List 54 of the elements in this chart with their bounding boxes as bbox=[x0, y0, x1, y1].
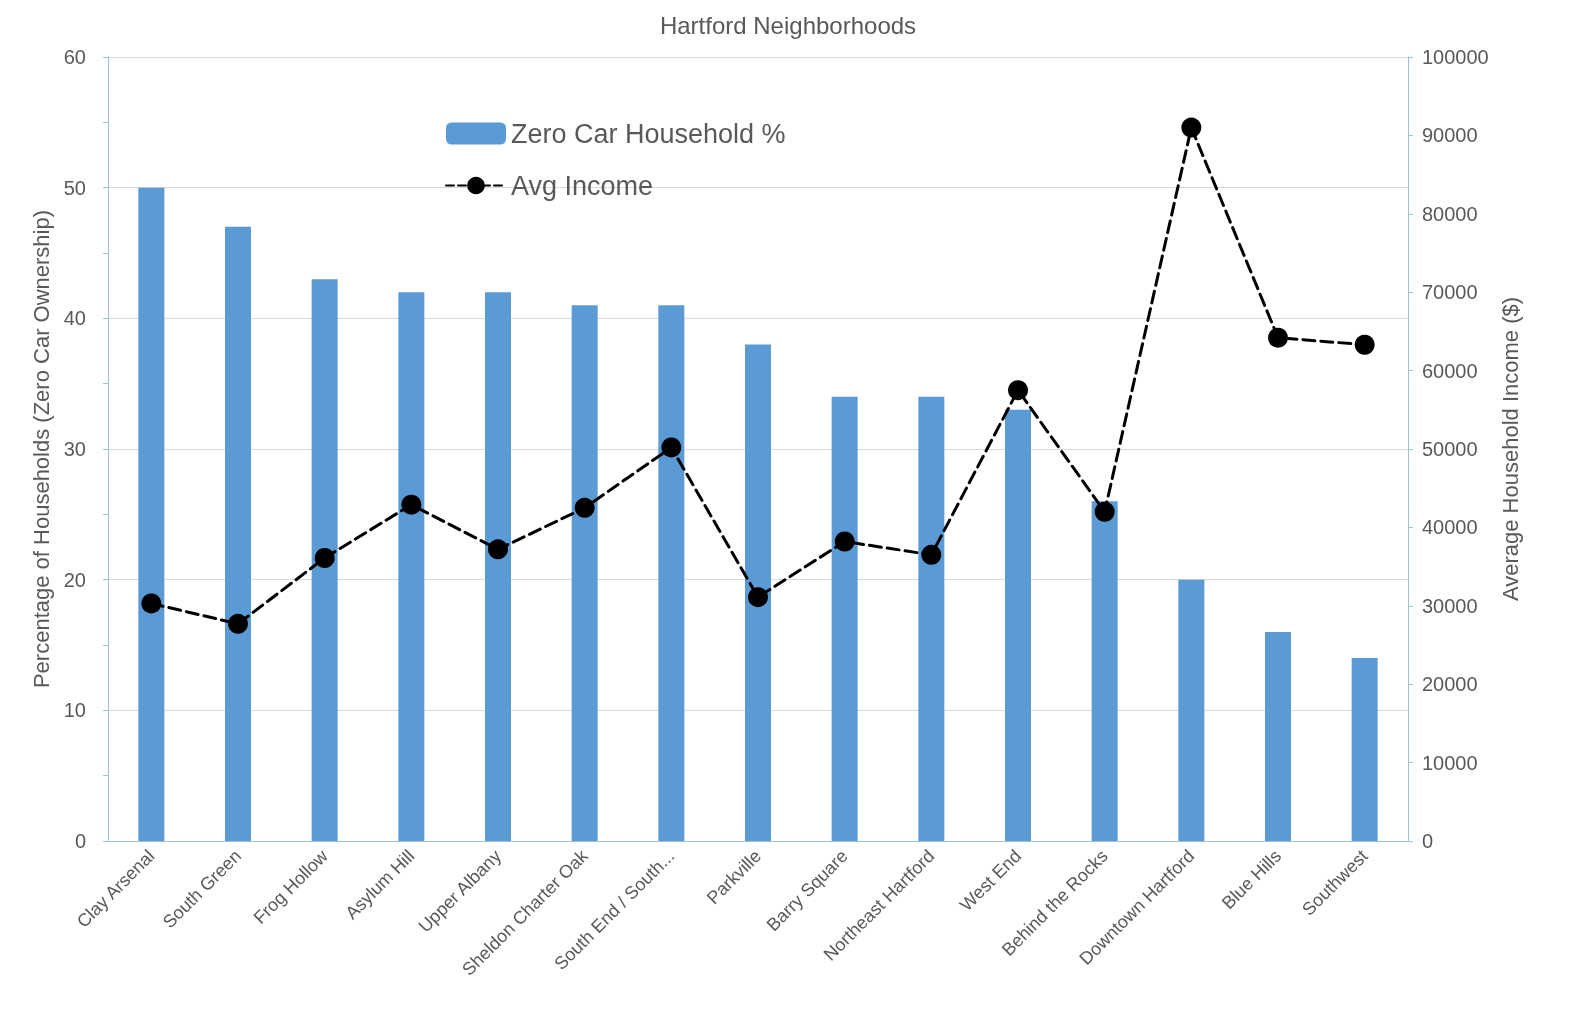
bar bbox=[1351, 658, 1378, 841]
y-tick-label: 30 bbox=[63, 438, 86, 460]
bar bbox=[398, 292, 425, 841]
y-tick-label: 50 bbox=[63, 176, 86, 199]
point bbox=[141, 593, 162, 614]
bar bbox=[831, 396, 858, 841]
bar bbox=[1265, 631, 1291, 841]
point bbox=[1008, 380, 1028, 401]
point bbox=[1181, 117, 1202, 138]
bar bbox=[485, 292, 511, 841]
y2-tick-label: 90000 bbox=[1422, 124, 1478, 147]
y2-tick-label: 70000 bbox=[1422, 281, 1478, 304]
bar bbox=[138, 187, 165, 841]
point bbox=[1094, 501, 1115, 522]
point bbox=[488, 539, 508, 560]
y2-tick-label: 20000 bbox=[1422, 673, 1478, 696]
point bbox=[661, 437, 682, 458]
y-tick-label: 60 bbox=[63, 46, 86, 68]
bar bbox=[1091, 501, 1118, 841]
chart-title: Hartford Neighborhoods bbox=[659, 11, 917, 39]
y2-tick-label: 80000 bbox=[1422, 202, 1478, 225]
y-tick-label: 10 bbox=[63, 699, 86, 722]
bar bbox=[311, 279, 338, 841]
y-tick-label: 20 bbox=[63, 568, 86, 591]
point bbox=[834, 531, 855, 552]
y-tick-label: 40 bbox=[63, 307, 86, 330]
y2-tick-label: 40000 bbox=[1422, 516, 1478, 539]
point bbox=[1268, 327, 1288, 348]
point bbox=[921, 544, 942, 565]
y2-axis-title: Average Household Income ($) bbox=[1498, 296, 1524, 602]
x-tick-label: Blue Hills bbox=[1217, 845, 1286, 914]
point bbox=[748, 587, 768, 608]
y2-tick-label: 0 bbox=[1422, 830, 1434, 852]
y-tick-label: 0 bbox=[74, 830, 86, 852]
legend-label: Avg Income bbox=[511, 170, 654, 201]
point bbox=[228, 613, 248, 634]
bar bbox=[225, 226, 251, 841]
point bbox=[401, 494, 422, 515]
point bbox=[314, 547, 335, 568]
y2-tick-label: 60000 bbox=[1422, 359, 1478, 382]
bar bbox=[918, 396, 945, 841]
legend-label: Zero Car Household % bbox=[511, 118, 786, 149]
bar bbox=[571, 305, 598, 841]
y2-tick-label: 30000 bbox=[1422, 594, 1478, 617]
point bbox=[1354, 334, 1375, 355]
y2-tick-label: 10000 bbox=[1422, 751, 1478, 774]
y2-tick-label: 100000 bbox=[1422, 46, 1489, 68]
point bbox=[574, 497, 595, 518]
bar bbox=[1178, 579, 1205, 841]
bar bbox=[745, 344, 771, 841]
bar bbox=[658, 305, 685, 841]
bar bbox=[1005, 409, 1031, 841]
y-axis-title: Percentage of Households (Zero Car Ownership) bbox=[29, 209, 55, 689]
y2-tick-label: 50000 bbox=[1422, 438, 1478, 460]
